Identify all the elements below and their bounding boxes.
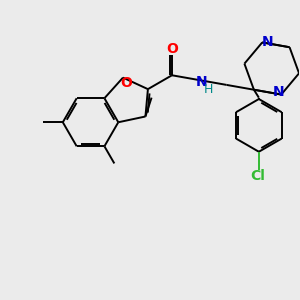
Text: N: N (261, 35, 273, 50)
Text: O: O (120, 76, 132, 90)
Text: Cl: Cl (250, 169, 265, 182)
Text: N: N (195, 75, 207, 89)
Text: N: N (272, 85, 284, 99)
Text: O: O (166, 41, 178, 56)
Text: H: H (203, 82, 213, 95)
